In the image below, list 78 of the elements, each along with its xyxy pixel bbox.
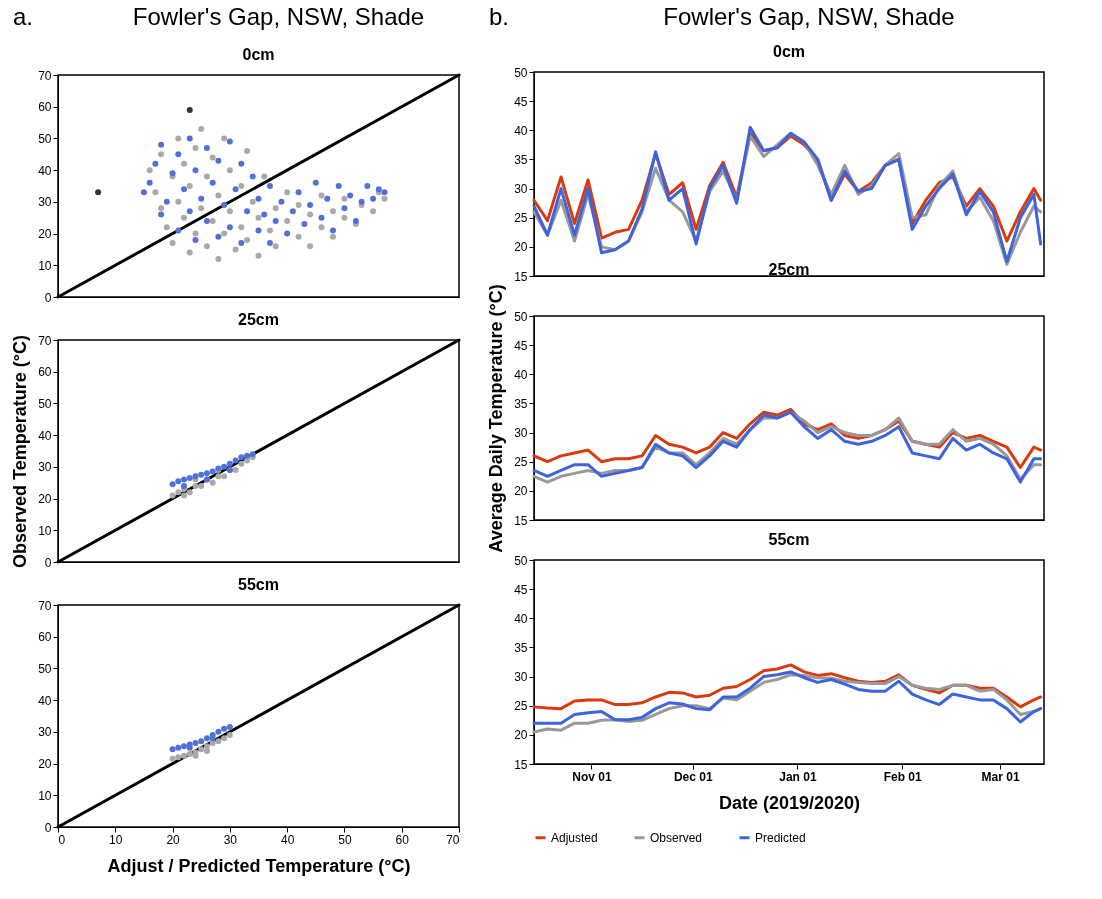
y-axis-title: Observed Temperature (°C) xyxy=(10,335,31,568)
y-tick-label: 20 xyxy=(38,492,52,507)
text: Fowler's Gap, NSW, Shade xyxy=(132,3,425,30)
x-tick-label: Dec 01 xyxy=(673,769,713,784)
y-tick-label: 50 xyxy=(514,309,528,324)
y-tick-label: 40 xyxy=(514,367,528,382)
y-tick-label: 30 xyxy=(38,725,52,740)
x-tick-label: Mar 01 xyxy=(981,769,1020,784)
y-tick-label: 60 xyxy=(38,100,52,115)
text: b. xyxy=(489,3,510,30)
x-tick-label: Nov 01 xyxy=(572,769,612,784)
y-tick-label: 25 xyxy=(514,211,528,226)
y-tick-label: 70 xyxy=(38,598,52,613)
legend-label: Predicted xyxy=(755,830,806,845)
y-tick-label: 20 xyxy=(514,728,528,743)
y-tick-label: 40 xyxy=(38,693,52,708)
y-tick-label: 20 xyxy=(514,240,528,255)
chart-title: 25cm xyxy=(768,260,810,278)
y-tick-label: 60 xyxy=(38,630,52,645)
y-tick-label: 0 xyxy=(44,820,52,835)
y-axis-title: Average Daily Temperature (°C) xyxy=(486,284,507,553)
y-tick-label: 45 xyxy=(514,94,528,109)
y-tick-label: 30 xyxy=(514,670,528,685)
x-axis-title: Adjust / Predicted Temperature (°C) xyxy=(107,855,411,876)
y-tick-label: 25 xyxy=(514,699,528,714)
y-tick-label: 45 xyxy=(514,338,528,353)
text: Fowler's Gap, NSW, Shade xyxy=(663,3,955,30)
y-tick-label: 40 xyxy=(514,123,528,138)
y-tick-label: 40 xyxy=(38,428,52,443)
y-tick-label: 50 xyxy=(514,553,528,568)
y-tick-label: 30 xyxy=(38,195,52,210)
legend-label: Adjusted xyxy=(551,830,598,845)
y-tick-label: 20 xyxy=(514,484,528,499)
text: a. xyxy=(13,3,34,30)
y-tick-label: 0 xyxy=(44,555,52,570)
chart-title: 55cm xyxy=(768,531,810,548)
x-tick-label: 40 xyxy=(280,832,295,847)
y-tick-label: 50 xyxy=(38,131,52,146)
y-tick-label: 60 xyxy=(38,365,52,380)
y-tick-label: 40 xyxy=(38,163,52,178)
y-tick-label: 70 xyxy=(38,333,52,348)
y-tick-label: 40 xyxy=(514,611,528,626)
legend-label: Observed xyxy=(650,830,703,845)
y-tick-label: 35 xyxy=(514,396,528,411)
y-tick-label: 30 xyxy=(514,426,528,441)
y-tick-label: 30 xyxy=(38,460,52,475)
y-tick-label: 10 xyxy=(38,523,52,538)
x-tick-label: Feb 01 xyxy=(883,769,922,784)
x-tick-label: 30 xyxy=(223,832,238,847)
y-tick-label: 30 xyxy=(514,182,528,197)
y-tick-label: 35 xyxy=(514,152,528,167)
x-tick-label: 60 xyxy=(395,832,410,847)
chart-title: 0cm xyxy=(242,46,275,63)
y-tick-label: 70 xyxy=(38,68,52,83)
x-tick-label: 10 xyxy=(109,832,123,847)
y-tick-label: 15 xyxy=(514,513,528,528)
y-tick-label: 25 xyxy=(514,455,528,470)
y-tick-label: 10 xyxy=(38,258,52,273)
y-tick-label: 45 xyxy=(514,582,528,597)
y-tick-label: 50 xyxy=(38,396,52,411)
y-tick-label: 10 xyxy=(38,788,52,803)
y-tick-label: 15 xyxy=(514,757,528,772)
chart-title: 0cm xyxy=(772,43,806,60)
y-tick-label: 20 xyxy=(38,227,52,242)
x-tick-label: 70 xyxy=(446,832,460,847)
chart-title: 25cm xyxy=(238,311,279,328)
x-tick-label: 50 xyxy=(338,832,352,847)
y-tick-label: 20 xyxy=(38,757,52,772)
x-tick-label: 20 xyxy=(166,832,181,847)
x-axis-title: Date (2019/2020) xyxy=(718,792,861,813)
y-tick-label: 15 xyxy=(514,269,528,284)
x-tick-label: 0 xyxy=(58,832,66,847)
x-tick-label: Jan 01 xyxy=(779,769,817,784)
y-tick-label: 50 xyxy=(514,65,528,80)
y-tick-label: 0 xyxy=(44,290,52,305)
chart-title: 55cm xyxy=(238,576,279,593)
y-tick-label: 35 xyxy=(514,640,528,655)
y-tick-label: 50 xyxy=(38,661,52,676)
